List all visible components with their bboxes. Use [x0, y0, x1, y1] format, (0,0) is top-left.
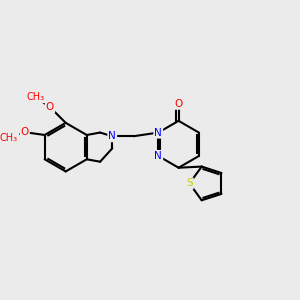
Text: CH₃: CH₃ [27, 92, 45, 102]
Text: O: O [20, 127, 29, 137]
Text: N: N [154, 151, 162, 161]
Text: N: N [108, 131, 116, 141]
Text: CH₃: CH₃ [0, 133, 18, 143]
Text: O: O [46, 102, 54, 112]
Text: O: O [175, 99, 183, 109]
Text: N: N [154, 128, 162, 138]
Text: S: S [186, 178, 193, 188]
